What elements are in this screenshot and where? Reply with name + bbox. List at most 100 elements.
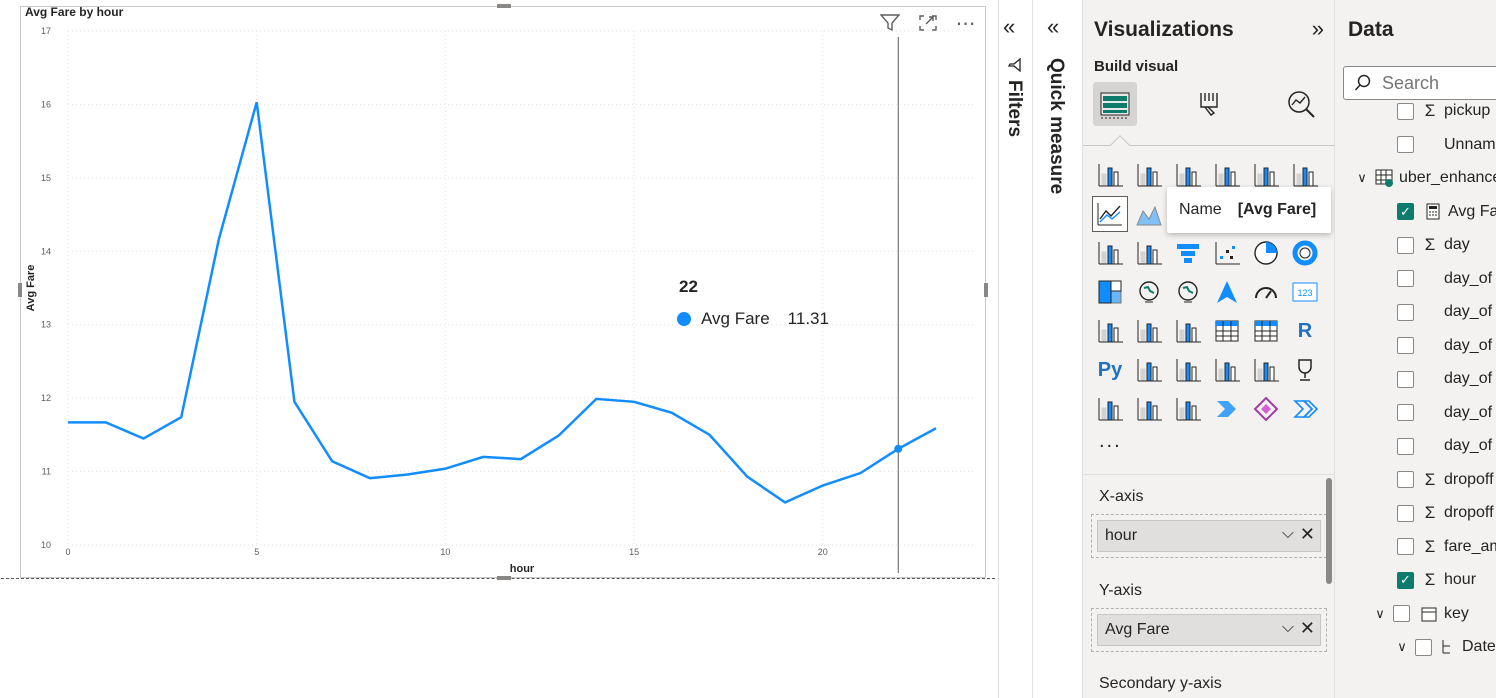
field-item[interactable]: day_of [1397, 331, 1492, 361]
multi-row-card-visual-icon[interactable] [1093, 314, 1127, 348]
map-visual-icon[interactable] [1132, 275, 1166, 309]
field-checkbox[interactable] [1397, 337, 1414, 354]
column-line-visual-icon[interactable] [1132, 236, 1166, 270]
resize-handle-bottom[interactable] [497, 576, 511, 580]
search-box[interactable] [1343, 66, 1496, 100]
100-stacked-column-visual-icon[interactable] [1288, 158, 1322, 192]
power-apps-visual-icon[interactable] [1249, 392, 1283, 426]
more-visual-visual-icon[interactable] [1288, 392, 1322, 426]
remove-field-icon[interactable]: ✕ [1299, 618, 1315, 638]
treemap-visual-icon[interactable] [1093, 275, 1127, 309]
resize-handle-right[interactable] [984, 283, 988, 297]
x-axis-well[interactable]: hour ⌵ ✕ [1091, 514, 1327, 558]
filter-icon[interactable] [877, 11, 903, 35]
y-axis-well[interactable]: Avg Fare ⌵ ✕ [1091, 608, 1327, 652]
field-item[interactable]: day_of [1397, 431, 1492, 461]
chevron-down-icon[interactable]: ∨ [1357, 170, 1367, 185]
field-checkbox[interactable] [1397, 538, 1414, 555]
field-item[interactable]: day_of [1397, 398, 1492, 428]
y-axis-field[interactable]: Avg Fare ⌵ ✕ [1097, 614, 1321, 646]
azure-map-visual-icon[interactable] [1210, 275, 1244, 309]
clustered-bar-visual-icon[interactable] [1171, 158, 1205, 192]
field-checkbox[interactable] [1397, 236, 1414, 254]
power-automate-visual-icon[interactable] [1210, 392, 1244, 426]
r-visual-visual-icon[interactable]: R [1297, 319, 1313, 342]
scrollbar[interactable] [1326, 478, 1332, 584]
build-visual-tab[interactable] [1093, 82, 1137, 126]
trophy-metrics-visual-icon[interactable] [1288, 353, 1322, 387]
paginated-report-visual-icon[interactable] [1093, 392, 1127, 426]
stacked-column-visual-icon[interactable] [1132, 158, 1166, 192]
filters-pane-collapsed[interactable]: « Filters [998, 0, 1032, 698]
card-visual-icon[interactable]: 123 [1288, 275, 1322, 309]
clustered-column-visual-icon[interactable] [1210, 158, 1244, 192]
filled-map-visual-icon[interactable] [1171, 275, 1205, 309]
pie-visual-icon[interactable] [1249, 236, 1283, 270]
field-checkbox[interactable]: ✓ [1397, 571, 1414, 589]
field-checkbox[interactable] [1415, 638, 1432, 656]
line-chart-visual[interactable]: Avg Fare by hour ⋯ 10 11 12 13 14 15 16 17 0 5 10 1… [1, 4, 995, 580]
collapse-left-icon[interactable]: « [1047, 14, 1060, 39]
date-hierarchy-node[interactable]: ∨ Date [1395, 632, 1496, 662]
python-visual-visual-icon[interactable]: Py [1097, 358, 1123, 381]
gauge-visual-icon[interactable] [1249, 275, 1283, 309]
smart-narrative-visual-icon[interactable] [1249, 353, 1283, 387]
field-checkbox[interactable] [1397, 504, 1414, 522]
more-options-icon[interactable]: ⋯ [955, 12, 977, 35]
area-visual-icon[interactable] [1132, 197, 1166, 231]
format-visual-tab[interactable] [1187, 82, 1231, 126]
field-item[interactable]: day_of [1397, 364, 1492, 394]
report-canvas[interactable]: Avg Fare by hour ⋯ 10 11 12 13 14 15 16 17 0 5 10 1… [0, 0, 998, 698]
expand-right-icon[interactable]: » [1311, 16, 1324, 41]
chevron-down-icon[interactable]: ∨ [1397, 639, 1407, 654]
field-checkbox[interactable] [1397, 303, 1414, 321]
decomposition-tree-visual-icon[interactable] [1171, 353, 1205, 387]
waterfall-visual-icon[interactable] [1093, 236, 1127, 270]
collapse-left-icon[interactable]: « [1003, 14, 1016, 39]
filters-pane-label[interactable]: Filters [1003, 58, 1025, 137]
field-checkbox[interactable] [1397, 437, 1414, 455]
kpi-visual-icon[interactable] [1132, 314, 1166, 348]
chevron-down-icon[interactable]: ∨ [1375, 605, 1385, 621]
new-slicer-visual-icon[interactable] [1171, 392, 1205, 426]
funnel-visual-icon[interactable] [1171, 236, 1205, 270]
field-checkbox[interactable] [1397, 370, 1414, 388]
resize-handle-top[interactable] [497, 4, 511, 8]
date-field-node[interactable]: ∨ key [1373, 599, 1469, 629]
field-item[interactable]: ✓ Avg Fare [1397, 197, 1496, 227]
stacked-bar-visual-icon[interactable] [1093, 158, 1127, 192]
key-influencers-visual-icon[interactable] [1132, 353, 1166, 387]
search-input[interactable] [1382, 72, 1492, 94]
field-checkbox[interactable] [1397, 102, 1414, 120]
x-axis-field[interactable]: hour ⌵ ✕ [1097, 520, 1321, 552]
new-card-visual-icon[interactable] [1132, 392, 1166, 426]
100-stacked-bar-visual-icon[interactable] [1249, 158, 1283, 192]
scatter-visual-icon[interactable] [1210, 236, 1244, 270]
slicer-visual-icon[interactable] [1171, 314, 1205, 348]
field-checkbox[interactable] [1393, 605, 1410, 622]
chevron-down-icon[interactable]: ⌵ [1281, 525, 1294, 542]
more-visuals-button[interactable]: ... [1099, 430, 1122, 452]
chevron-down-icon[interactable]: ⌵ [1281, 619, 1294, 636]
table-node[interactable]: ∨ uber_enhanced [1355, 163, 1496, 193]
quick-measure-pane-collapsed[interactable]: « Quick measure [1032, 0, 1082, 698]
analytics-tab[interactable] [1279, 82, 1323, 126]
focus-mode-icon[interactable] [915, 11, 941, 35]
quick-measure-label[interactable]: Quick measure [1046, 58, 1067, 195]
field-checkbox[interactable] [1397, 136, 1414, 153]
line-visual-icon[interactable] [1092, 196, 1128, 232]
qa-visual-icon[interactable] [1210, 353, 1244, 387]
resize-handle-left[interactable] [18, 283, 22, 297]
field-item[interactable]: day_of [1397, 297, 1492, 327]
remove-field-icon[interactable]: ✕ [1299, 524, 1315, 544]
field-checkbox[interactable] [1397, 404, 1414, 421]
field-item[interactable]: day_of [1397, 264, 1492, 294]
field-checkbox[interactable] [1397, 471, 1414, 488]
matrix-visual-icon[interactable] [1249, 314, 1283, 348]
